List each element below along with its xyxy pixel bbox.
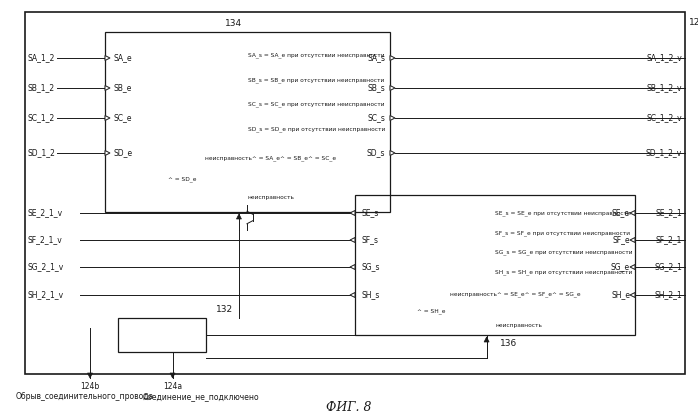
Text: SH_s = SH_e при отсутствии неисправности: SH_s = SH_e при отсутствии неисправности	[495, 269, 632, 275]
Text: SB_1_2_v: SB_1_2_v	[646, 84, 682, 92]
Text: SF_s = SF_e при отсутствии неисправности: SF_s = SF_e при отсутствии неисправности	[495, 230, 630, 236]
Text: SB_1_2: SB_1_2	[28, 84, 55, 92]
Text: SC_s = SC_e при отсутствии неисправности: SC_s = SC_e при отсутствии неисправности	[248, 101, 384, 107]
Text: ФИГ. 8: ФИГ. 8	[326, 401, 372, 414]
Text: SA_s: SA_s	[367, 54, 385, 63]
Bar	[25, 12, 685, 374]
Text: SB_s: SB_s	[367, 84, 385, 92]
Text: SC_e: SC_e	[113, 114, 131, 122]
Text: SG_s = SG_e при отсутствии неисправности: SG_s = SG_e при отсутствии неисправности	[495, 250, 632, 255]
Polygon shape	[105, 86, 110, 91]
Text: SC_s: SC_s	[367, 114, 385, 122]
Text: SF_s: SF_s	[361, 235, 378, 245]
Text: SG_2_1: SG_2_1	[654, 263, 682, 272]
Polygon shape	[350, 265, 355, 270]
Text: SH_s: SH_s	[361, 291, 380, 300]
Polygon shape	[630, 211, 635, 216]
Polygon shape	[237, 214, 242, 219]
Text: SC_1_2_v: SC_1_2_v	[646, 114, 682, 122]
Polygon shape	[390, 150, 395, 155]
Text: SE_s: SE_s	[361, 209, 378, 217]
Polygon shape	[105, 56, 110, 61]
Text: SH_2_1_v: SH_2_1_v	[28, 291, 64, 300]
Text: SC_1_2: SC_1_2	[28, 114, 55, 122]
Text: SD_1_2_v: SD_1_2_v	[646, 148, 682, 158]
Text: SD_1_2: SD_1_2	[28, 148, 56, 158]
Text: SA_1_2_v: SA_1_2_v	[646, 54, 682, 63]
Polygon shape	[105, 115, 110, 120]
Text: SE_s = SE_e при отсутствии неисправности: SE_s = SE_e при отсутствии неисправности	[495, 210, 631, 216]
Polygon shape	[630, 237, 635, 242]
Text: SH_2_1: SH_2_1	[654, 291, 682, 300]
Text: SD_e: SD_e	[113, 148, 132, 158]
Polygon shape	[105, 150, 110, 155]
Text: SH_e: SH_e	[611, 291, 630, 300]
Text: SA_1_2: SA_1_2	[28, 54, 55, 63]
Text: 136: 136	[500, 339, 518, 348]
Text: SA_e: SA_e	[113, 54, 132, 63]
Polygon shape	[350, 293, 355, 298]
Polygon shape	[630, 293, 635, 298]
Polygon shape	[390, 56, 395, 61]
Polygon shape	[630, 265, 635, 270]
Polygon shape	[484, 337, 489, 342]
Polygon shape	[170, 373, 175, 378]
Text: 134: 134	[225, 19, 242, 28]
Text: SG_s: SG_s	[361, 263, 380, 272]
Text: SB_s = SB_e при отсутствии неисправности: SB_s = SB_e при отсутствии неисправности	[248, 78, 384, 84]
Text: ^ = SH_e: ^ = SH_e	[417, 308, 445, 314]
Text: SD_s = SD_e при отсутствии неисправности: SD_s = SD_e при отсутствии неисправности	[248, 126, 385, 132]
Bar	[355, 195, 635, 335]
Text: SF_2_1: SF_2_1	[655, 235, 682, 245]
Text: SB_e: SB_e	[113, 84, 131, 92]
Polygon shape	[350, 211, 355, 216]
Text: SA_s = SA_e при отсутствии неисправности: SA_s = SA_e при отсутствии неисправности	[248, 53, 384, 58]
Text: неисправность: неисправность	[248, 195, 295, 200]
Polygon shape	[87, 373, 93, 378]
Text: SF_2_1_v: SF_2_1_v	[28, 235, 63, 245]
Polygon shape	[390, 115, 395, 120]
Bar	[118, 318, 206, 352]
Text: 132: 132	[216, 305, 233, 314]
Text: Обрыв_соединительного_провода: Обрыв_соединительного_провода	[16, 392, 154, 401]
Text: Соединение_не_подключено: Соединение_не_подключено	[142, 392, 259, 401]
Text: 124b: 124b	[80, 382, 100, 391]
Polygon shape	[350, 237, 355, 242]
Bar	[105, 32, 390, 212]
Text: 126: 126	[689, 18, 698, 27]
Text: SD_s: SD_s	[366, 148, 385, 158]
Text: неисправность^ = SA_e^ = SB_e^ = SC_e: неисправность^ = SA_e^ = SB_e^ = SC_e	[205, 155, 336, 161]
Text: SG_2_1_v: SG_2_1_v	[28, 263, 64, 272]
Text: ^ = SD_e: ^ = SD_e	[168, 177, 196, 182]
Text: 124a: 124a	[163, 382, 182, 391]
Text: SE_2_1_v: SE_2_1_v	[28, 209, 63, 217]
Text: неисправность: неисправность	[495, 323, 542, 328]
Text: неисправность^ = SE_e^ = SF_e^ = SG_e: неисправность^ = SE_e^ = SF_e^ = SG_e	[450, 292, 581, 297]
Text: SG_e: SG_e	[611, 263, 630, 272]
Text: SE_2_1: SE_2_1	[655, 209, 682, 217]
Text: SF_e: SF_e	[612, 235, 630, 245]
Text: SE_e: SE_e	[612, 209, 630, 217]
Polygon shape	[390, 86, 395, 91]
